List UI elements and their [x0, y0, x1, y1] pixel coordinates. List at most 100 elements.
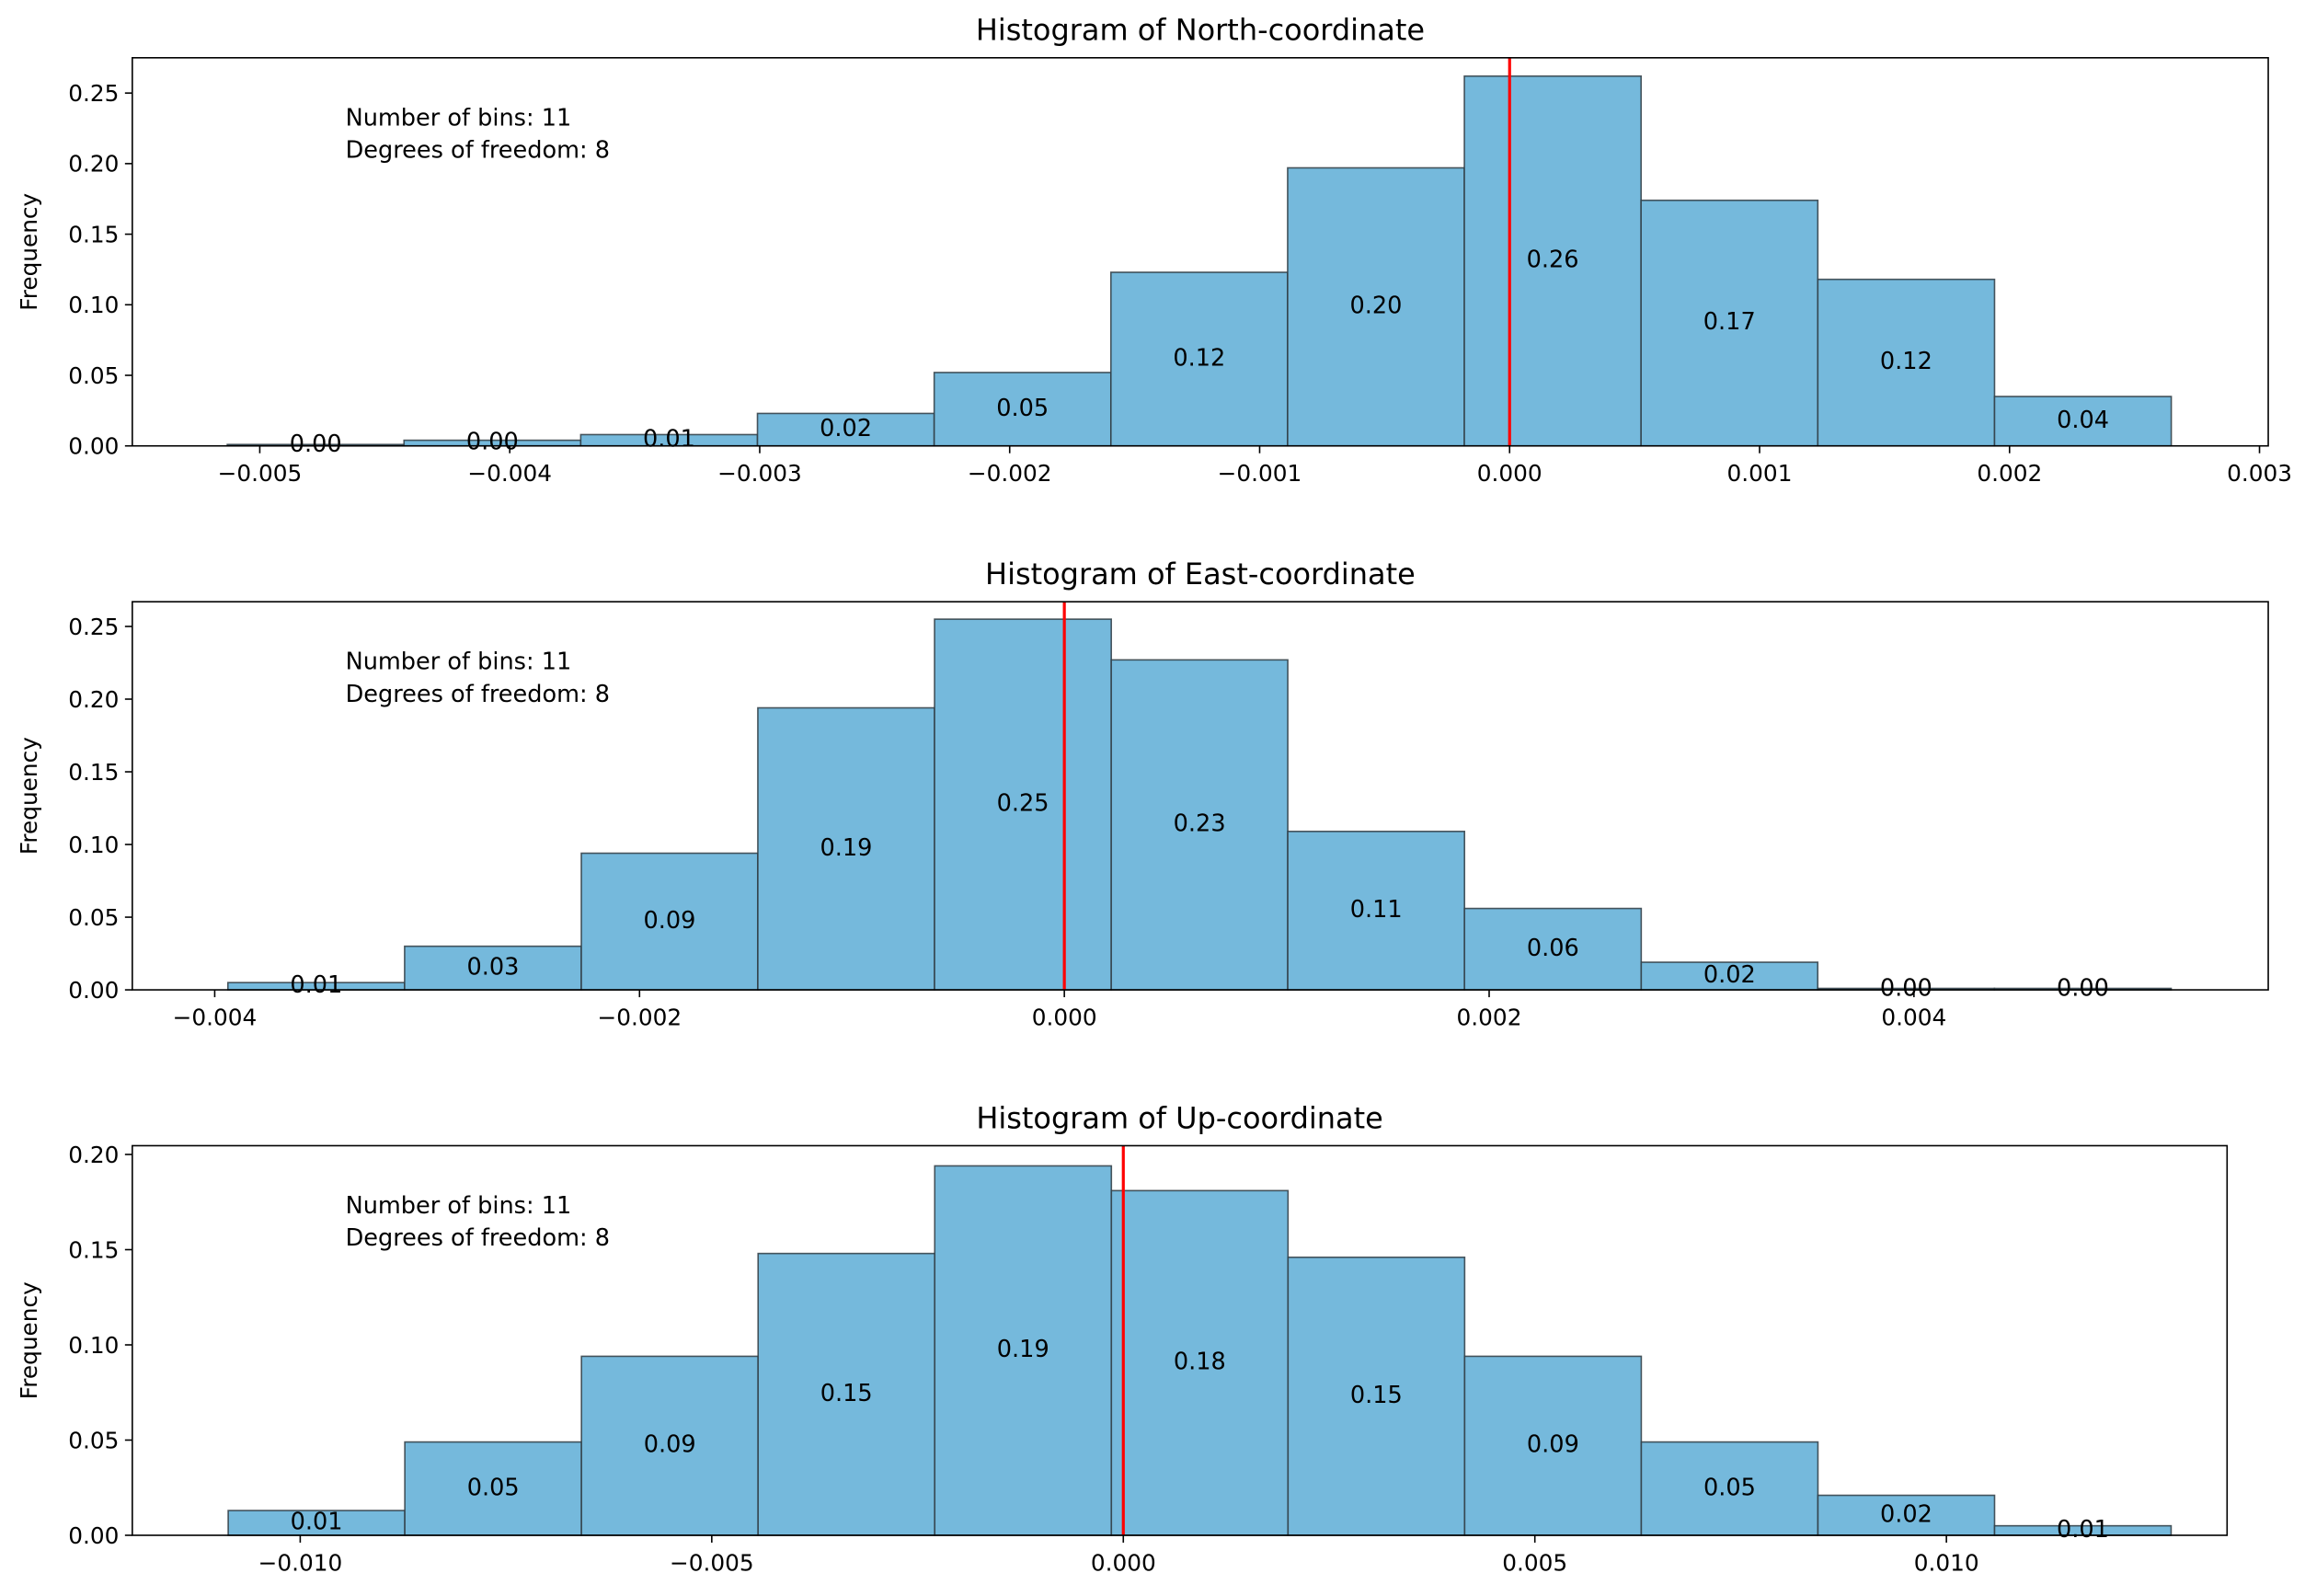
- x-tick-label: −0.010: [258, 1549, 343, 1576]
- x-tick-label: 0.010: [1914, 1549, 1979, 1576]
- y-tick-label: 0.05: [68, 904, 119, 931]
- bar-value-label: 0.05: [467, 1474, 520, 1501]
- x-tick-label: −0.004: [173, 1004, 258, 1030]
- axes-frame: [132, 601, 2269, 991]
- bar-value-label: 0.09: [644, 1431, 696, 1459]
- y-tick-label: 0.05: [68, 1427, 119, 1453]
- histogram-bar: [757, 706, 935, 991]
- bar-value-label: 0.15: [1350, 1382, 1403, 1409]
- x-tick-label: −0.005: [670, 1549, 754, 1576]
- x-tick-label: −0.002: [597, 1004, 682, 1030]
- bar-value-label: 0.01: [643, 426, 695, 454]
- bar-value-label: 0.19: [997, 1336, 1049, 1363]
- bar-value-label: 0.23: [1174, 810, 1226, 838]
- bar-value-label: 0.03: [466, 953, 519, 981]
- axes-frame: [132, 1144, 2229, 1536]
- x-tick-label: 0.002: [1457, 1004, 1522, 1030]
- bar-value-label: 0.02: [1703, 961, 1756, 989]
- bar-value-label: 0.00: [2057, 974, 2109, 1002]
- stats-annotation: Degrees of freedom: 8: [346, 136, 610, 164]
- y-axis-label: Frequency: [16, 737, 42, 855]
- y-tick-label: 0.00: [68, 1522, 119, 1549]
- bar-value-label: 0.05: [1703, 1474, 1756, 1501]
- bar-value-label: 0.20: [1350, 293, 1403, 320]
- chart-title: Histogram of North-coordinate: [976, 13, 1425, 48]
- bar-value-label: 0.19: [820, 834, 873, 862]
- bar-value-label: 0.00: [290, 431, 342, 458]
- x-tick-label: 0.001: [1727, 460, 1793, 487]
- stats-annotation: Number of bins: 11: [346, 104, 572, 132]
- chart-title: Histogram of East-coordinate: [985, 557, 1416, 591]
- histogram-bar: [1640, 961, 1819, 991]
- y-tick-label: 0.00: [68, 433, 119, 460]
- bar-value-label: 0.26: [1527, 247, 1579, 274]
- histogram-bar: [933, 372, 1112, 447]
- bar-value-label: 0.09: [1527, 1431, 1579, 1459]
- histogram-panel: Histogram of East-coordinate 0.01 0.03 0.09…: [16, 557, 2269, 1030]
- histogram-bar: [1110, 659, 1289, 991]
- bar-value-label: 0.00: [466, 429, 519, 456]
- y-tick-label: 0.25: [68, 614, 119, 640]
- histogram-bar: [1640, 1441, 1819, 1536]
- y-tick-label: 0.05: [68, 362, 119, 389]
- y-tick-label: 0.20: [68, 151, 119, 178]
- bar-value-label: 0.02: [1880, 1500, 1932, 1528]
- bar-value-label: 0.18: [1174, 1349, 1226, 1376]
- y-tick-label: 0.15: [68, 759, 119, 786]
- x-tick-label: −0.003: [717, 460, 802, 487]
- y-tick-label: 0.10: [68, 1332, 119, 1359]
- y-tick-label: 0.15: [68, 1236, 119, 1263]
- y-tick-label: 0.20: [68, 686, 119, 713]
- histogram-bar: [1287, 831, 1466, 991]
- histogram-bar: [1463, 907, 1643, 991]
- histogram-bar: [227, 1510, 406, 1536]
- x-tick-label: 0.000: [1032, 1004, 1097, 1030]
- y-tick-label: 0.10: [68, 832, 119, 858]
- histogram-bar: [1817, 278, 1996, 447]
- bar-value-label: 0.25: [997, 790, 1049, 818]
- x-tick-label: −0.001: [1218, 460, 1302, 487]
- bar-value-label: 0.01: [291, 1509, 343, 1536]
- x-tick-label: −0.005: [218, 460, 303, 487]
- x-tick-label: 0.003: [2227, 460, 2292, 487]
- bar-value-label: 0.04: [2057, 407, 2109, 434]
- stats-annotation: Degrees of freedom: 8: [346, 1224, 610, 1252]
- x-tick-label: 0.000: [1091, 1549, 1156, 1576]
- y-axis-label: Frequency: [16, 193, 42, 311]
- bar-value-label: 0.01: [2057, 1516, 2109, 1544]
- histogram-bar: [1463, 75, 1642, 447]
- x-tick-label: −0.002: [968, 460, 1052, 487]
- x-tick-label: 0.005: [1502, 1549, 1567, 1576]
- histogram-bar: [757, 1252, 936, 1536]
- bar-value-label: 0.12: [1173, 344, 1225, 372]
- stats-annotation: Number of bins: 11: [346, 649, 572, 676]
- histogram-bar: [1109, 271, 1289, 447]
- histogram-bar: [1640, 199, 1819, 447]
- bar-value-label: 0.01: [290, 971, 342, 999]
- stats-annotation: Number of bins: 11: [346, 1192, 572, 1220]
- histogram-bar: [756, 412, 935, 447]
- bar-value-label: 0.05: [996, 395, 1049, 422]
- bar-value-label: 0.17: [1703, 308, 1756, 336]
- bar-value-label: 0.00: [1880, 974, 1932, 1002]
- histogram-panel: Histogram of Up-coordinate 0.01 0.05 0.09 0.…: [16, 1100, 2229, 1576]
- x-tick-label: −0.004: [467, 460, 552, 487]
- x-tick-label: 0.002: [1977, 460, 2042, 487]
- histogram-bar: [934, 1165, 1113, 1536]
- y-tick-label: 0.25: [68, 80, 119, 107]
- histogram-panel: Histogram of North-coordinate 0.00 0.00 0.0…: [16, 13, 2292, 487]
- chart-title: Histogram of Up-coordinate: [976, 1100, 1383, 1135]
- y-tick-label: 0.10: [68, 292, 119, 318]
- bar-value-label: 0.11: [1350, 896, 1403, 924]
- histogram-bar: [1463, 1355, 1643, 1536]
- bar-value-label: 0.15: [820, 1380, 873, 1407]
- y-tick-label: 0.15: [68, 221, 119, 247]
- x-tick-label: 0.004: [1881, 1004, 1946, 1030]
- stats-annotation: Degrees of freedom: 8: [346, 681, 610, 708]
- axes-frame: [132, 56, 2269, 447]
- histogram-bar: [1110, 1189, 1290, 1536]
- y-tick-label: 0.00: [68, 977, 119, 1004]
- bar-value-label: 0.06: [1527, 935, 1579, 962]
- y-tick-label: 0.20: [68, 1142, 119, 1168]
